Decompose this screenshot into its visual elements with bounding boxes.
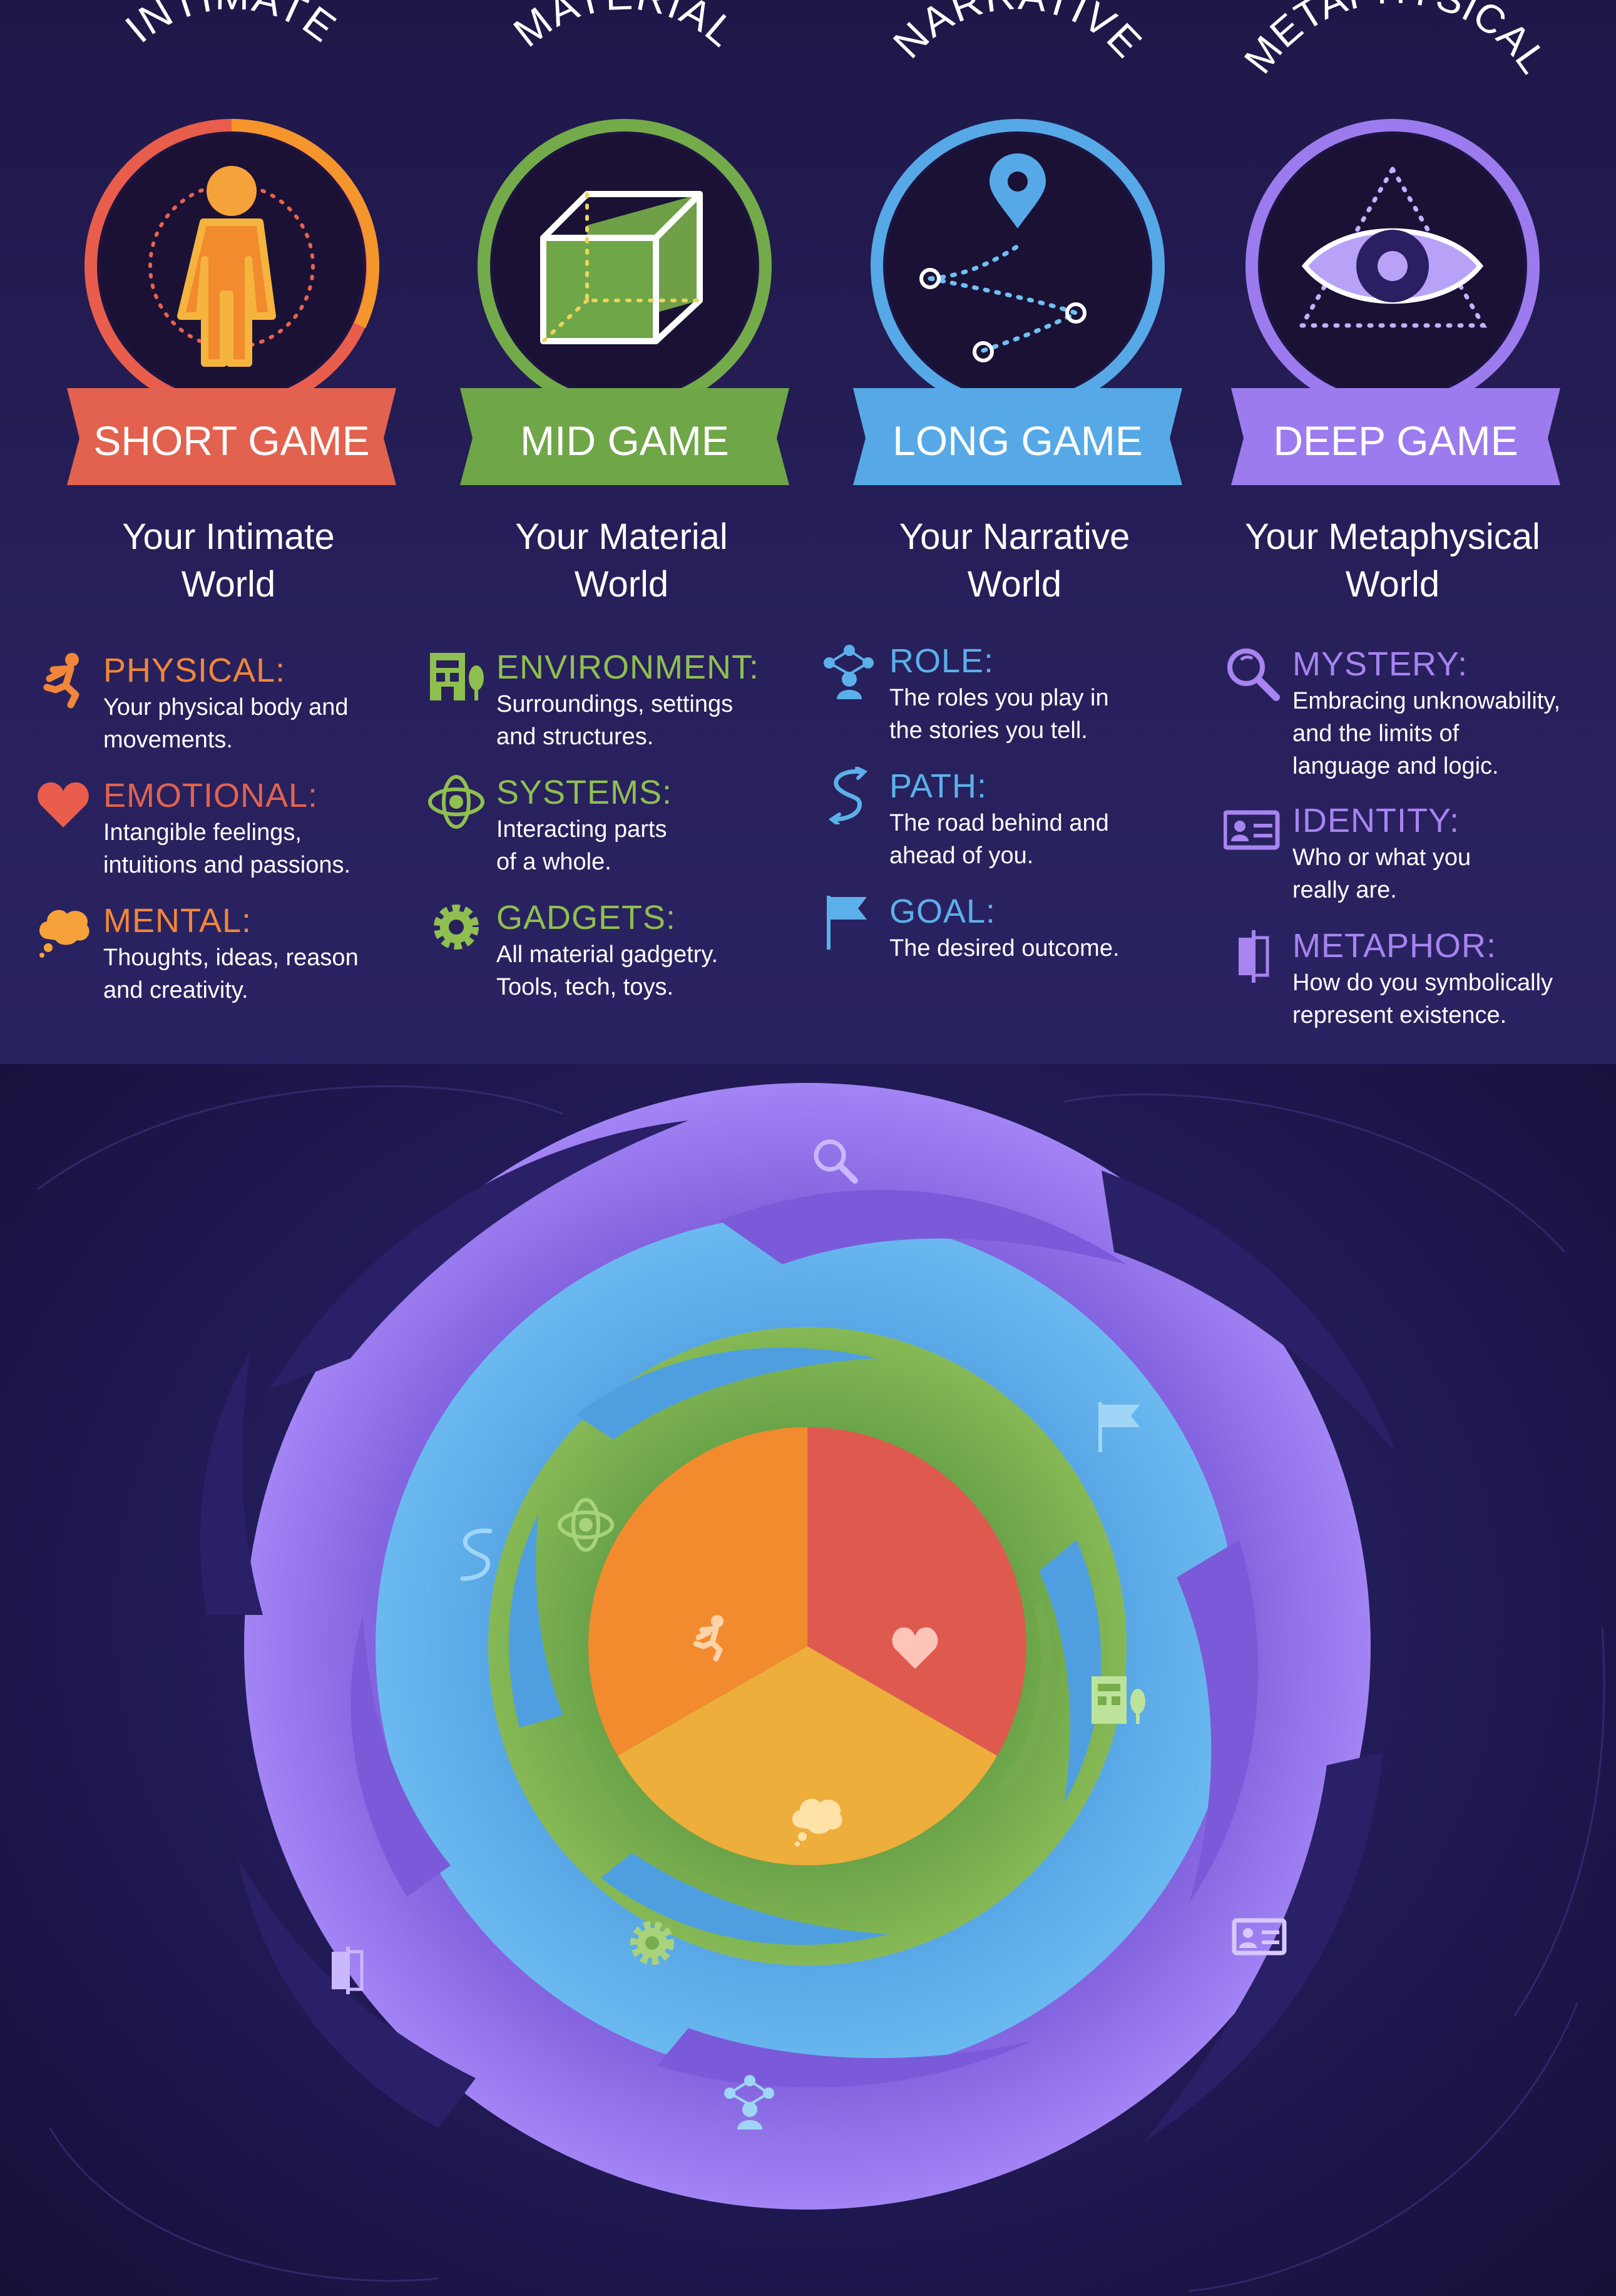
ring-gear-icon — [630, 1921, 674, 1965]
subtitle: Your Narrative World — [899, 516, 1130, 605]
arc-title-narrative: NARRATIVE — [884, 0, 1150, 67]
badge-long-game — [853, 388, 1182, 485]
svg-text:NARRATIVE: NARRATIVE — [884, 0, 1151, 67]
intimate-emblem: INTIMATE SHORT GAME — [67, 0, 396, 485]
rings-illustration — [0, 1064, 1616, 2296]
cube-icon — [540, 191, 703, 344]
ring-id-card-icon — [1232, 1918, 1287, 1955]
subtitle: Your Metaphysical World — [1245, 516, 1540, 605]
pie-running-person-icon — [693, 1615, 724, 1662]
eye-pyramid-icon — [1297, 165, 1488, 328]
column-narrative: NARRATIVE LONG GAME Your NarrativeWorld … — [821, 0, 1209, 1064]
arc-title-intimate: INTIMATE — [116, 0, 344, 51]
thought-bubble-icon — [39, 910, 89, 958]
badge-label: DEEP GAME — [1273, 418, 1518, 464]
ring-role-network-icon — [724, 2075, 774, 2129]
svg-text:METAPHYSICAL: METAPHYSICAL — [1235, 0, 1557, 81]
ring-path-icon — [460, 1529, 493, 1581]
narrative-emblem: NARRATIVE LONG GAME — [853, 0, 1182, 485]
magnifier-icon — [1227, 648, 1280, 701]
arc-title-metaphysical: METAPHYSICAL — [1235, 0, 1556, 81]
id-card-icon — [1224, 810, 1280, 850]
badge-label: SHORT GAME — [93, 418, 369, 464]
running-person-icon — [43, 653, 79, 709]
pie-swirls — [570, 1601, 1052, 1909]
role-network-icon — [824, 645, 874, 699]
ring-magnifier-icon — [814, 1139, 858, 1184]
badge-short-game — [67, 388, 396, 485]
outer-swirls — [200, 1120, 1396, 2141]
mirror-icon — [1239, 930, 1269, 983]
pie-slice-physical — [588, 1427, 807, 1756]
core-pie-intimate — [588, 1427, 1026, 1865]
ring-mirror-icon — [332, 1947, 364, 1994]
heart-icon — [38, 782, 89, 828]
background-swirls — [37, 1085, 1605, 2292]
nested-rings-diagram — [37, 1083, 1605, 2292]
map-path-icon — [919, 153, 1087, 362]
building-tree-icon — [430, 653, 484, 700]
badge-label: LONG GAME — [892, 418, 1143, 464]
pie-slice-emotional — [807, 1427, 1026, 1756]
pie-thought-bubble-icon — [792, 1798, 842, 1847]
material-emblem: MATERIAL MID GAME — [460, 0, 789, 485]
person-icon — [177, 166, 276, 367]
subtitle: Your Material World — [515, 516, 728, 605]
ring-orbit-icon — [558, 1498, 614, 1552]
subtitle: Your Intimate World — [122, 516, 335, 605]
pie-slice-mental — [617, 1646, 998, 1865]
ring-flag-icon — [1098, 1402, 1140, 1452]
svg-text:MATERIAL: MATERIAL — [505, 0, 745, 56]
blue-swirls — [350, 1189, 1259, 2088]
arc-title-material: MATERIAL — [505, 0, 744, 56]
flag-icon — [827, 896, 867, 950]
orbit-icon — [428, 775, 484, 829]
badge-deep-game — [1231, 388, 1560, 485]
green-swirls — [509, 1347, 1102, 1945]
badge-label: MID GAME — [520, 418, 729, 464]
path-icon — [828, 767, 868, 824]
ring-building-tree-icon — [1092, 1676, 1145, 1724]
svg-text:INTIMATE: INTIMATE — [116, 0, 345, 51]
gear-icon — [434, 905, 479, 950]
badge-mid-game — [460, 388, 789, 485]
pie-heart-icon — [892, 1627, 938, 1669]
metaphysical-emblem: METAPHYSICAL DEEP GAME — [1231, 0, 1560, 485]
column-metaphysical: METAPHYSICAL DEEP GAME Your Metaphysical… — [1199, 0, 1587, 1064]
